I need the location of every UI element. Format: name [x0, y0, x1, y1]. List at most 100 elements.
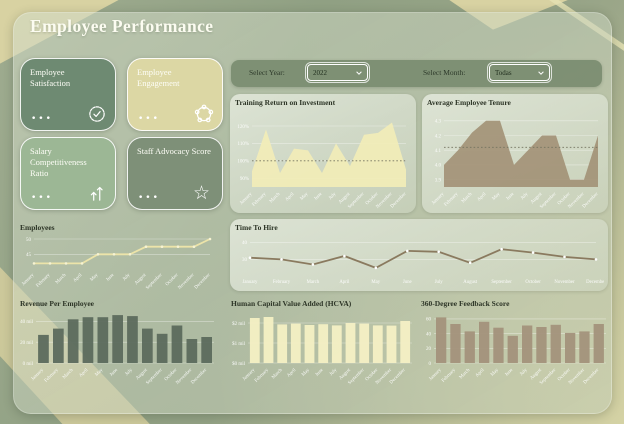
svg-text:March: March	[459, 367, 472, 380]
feedback-score-title: 360-Degree Feedback Score	[421, 299, 510, 308]
card-menu-dots[interactable]: •••	[138, 193, 160, 203]
kpi-card-employee-engagement[interactable]: Employee Engagement •••	[127, 58, 223, 131]
revenue-per-employee-title: Revenue Per Employee	[20, 299, 95, 308]
svg-text:February: February	[252, 191, 268, 207]
card-menu-dots[interactable]: •••	[31, 114, 53, 124]
svg-text:4.0: 4.0	[435, 164, 442, 169]
svg-text:April: April	[339, 280, 350, 285]
svg-text:May: May	[300, 191, 310, 201]
svg-text:June: June	[403, 280, 412, 285]
svg-text:December: December	[583, 368, 601, 386]
svg-text:July: July	[519, 367, 529, 377]
chevron-down-icon	[355, 69, 363, 77]
svg-text:September: September	[145, 273, 163, 291]
svg-text:August: August	[134, 272, 148, 286]
svg-text:20: 20	[426, 347, 432, 352]
kpi-card-label: Employee Engagement	[137, 67, 180, 89]
svg-text:120%: 120%	[237, 125, 249, 130]
svg-text:40: 40	[242, 241, 248, 246]
svg-text:May: May	[90, 272, 100, 282]
svg-text:March: March	[62, 367, 75, 380]
svg-text:20 mil: 20 mil	[20, 341, 34, 346]
filter-bar: Select Year: 2022 Select Month: Todas	[231, 60, 602, 87]
time-to-hire-chart-card: Time To Hire 30 40 January February March Apr…	[230, 219, 608, 291]
svg-text:90%: 90%	[240, 177, 249, 182]
svg-text:July: July	[520, 191, 530, 201]
month-dropdown-value: Todas	[495, 68, 512, 77]
svg-text:45: 45	[26, 253, 32, 258]
svg-text:June: June	[314, 192, 324, 202]
svg-text:February: February	[444, 191, 460, 207]
svg-text:0: 0	[429, 362, 432, 367]
employees-title: Employees	[20, 223, 55, 232]
svg-text:June: June	[504, 368, 514, 378]
svg-text:$2 mil: $2 mil	[232, 322, 246, 327]
select-month-label: Select Month:	[423, 68, 466, 77]
svg-text:January: January	[21, 272, 36, 287]
svg-text:June: June	[106, 273, 116, 283]
arrows-up-icon	[86, 182, 108, 204]
training-roi-title: Training Return on Investment	[235, 98, 336, 107]
svg-text:110%: 110%	[238, 142, 249, 147]
svg-text:4.3: 4.3	[435, 120, 442, 125]
svg-text:June: June	[109, 368, 119, 378]
svg-text:March: March	[269, 191, 282, 204]
kpi-card-label: Employee Satisfaction	[30, 67, 71, 89]
svg-text:July: July	[122, 272, 132, 282]
svg-text:September: September	[491, 280, 512, 285]
svg-text:4.1: 4.1	[435, 149, 442, 154]
svg-text:May: May	[94, 367, 104, 377]
svg-text:August: August	[463, 280, 478, 285]
employees-chart: 45 50 January February March April May June July…	[14, 232, 218, 294]
kpi-card-employee-satisfaction[interactable]: Employee Satisfaction •••	[20, 58, 116, 131]
card-menu-dots[interactable]: •••	[138, 114, 160, 124]
revenue-per-employee-chart: 0 mil 20 mil 40 mil January February March Apr…	[14, 309, 218, 389]
employee-tenure-chart-card: Average Employee Tenure 3.9 4.0 4.1 4.2 4.3 J…	[422, 94, 608, 213]
svg-text:January: January	[243, 280, 259, 285]
training-roi-chart-card: Training Return on Investment 90% 100% 110…	[230, 94, 416, 213]
user-group-icon	[193, 103, 215, 125]
kpi-card-label: Staff Advocacy Score	[137, 146, 211, 156]
svg-text:May: May	[301, 367, 311, 377]
training-roi-chart: 90% 100% 110% 120% January February March April…	[232, 108, 414, 211]
feedback-score-chart: 0 20 40 60 January February March April May June J…	[418, 309, 610, 389]
svg-text:June: June	[315, 368, 325, 378]
month-dropdown[interactable]: Todas	[486, 61, 553, 84]
kpi-card-staff-advocacy-score[interactable]: Staff Advocacy Score ••• ☆	[127, 137, 223, 210]
svg-text:April: April	[477, 191, 488, 202]
year-dropdown[interactable]: 2022	[304, 61, 371, 84]
svg-text:April: April	[287, 367, 298, 378]
svg-text:March: March	[55, 272, 68, 285]
card-menu-dots[interactable]: •••	[31, 193, 53, 203]
svg-text:February: February	[44, 367, 60, 383]
svg-text:August: August	[135, 367, 149, 381]
chevron-down-icon	[537, 69, 545, 77]
svg-text:July: July	[435, 280, 444, 285]
svg-text:February: February	[441, 367, 457, 383]
svg-text:May: May	[490, 367, 500, 377]
svg-text:July: July	[125, 367, 135, 377]
time-to-hire-title: Time To Hire	[235, 223, 278, 232]
year-dropdown-value: 2022	[313, 68, 327, 77]
svg-text:February: February	[273, 280, 291, 285]
svg-text:60: 60	[426, 318, 432, 323]
svg-text:September: September	[145, 368, 163, 386]
svg-text:40 mil: 40 mil	[20, 320, 34, 325]
page-title: Employee Performance	[30, 16, 214, 36]
svg-text:December: December	[390, 192, 408, 210]
svg-text:April: April	[475, 367, 486, 378]
svg-text:February: February	[254, 367, 270, 383]
svg-text:30: 30	[242, 258, 248, 263]
svg-text:May: May	[371, 280, 380, 285]
svg-text:April: April	[79, 367, 90, 378]
svg-text:3.9: 3.9	[435, 178, 442, 183]
svg-text:May: May	[492, 191, 502, 201]
svg-text:March: March	[307, 280, 320, 285]
hcva-title: Human Capital Value Added (HCVA)	[231, 299, 352, 308]
hcva-chart: $0 mil $1 mil $2 mil January February March Ap…	[228, 309, 416, 389]
kpi-card-salary-competitiveness-ratio[interactable]: Salary Competitiveness Ratio •••	[20, 137, 116, 210]
svg-text:December: December	[191, 368, 209, 386]
svg-text:50: 50	[26, 238, 32, 243]
svg-text:100%: 100%	[237, 160, 249, 165]
